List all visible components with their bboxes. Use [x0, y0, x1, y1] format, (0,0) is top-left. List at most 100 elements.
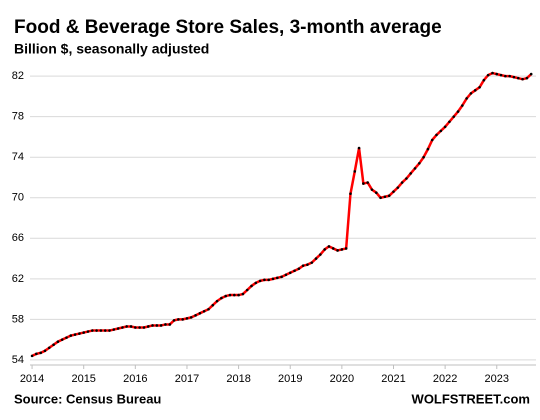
data-point [254, 281, 258, 285]
data-point [78, 332, 81, 335]
data-point [91, 329, 94, 332]
data-point [482, 78, 486, 82]
data-point [116, 327, 120, 330]
data-point [108, 329, 111, 332]
data-point [349, 192, 352, 196]
data-point [353, 170, 357, 173]
source: Source: Census Bureau [14, 391, 161, 406]
data-point [301, 264, 305, 267]
data-line [31, 71, 533, 358]
data-point [478, 85, 481, 89]
data-point [465, 97, 468, 100]
data-point [400, 181, 404, 184]
x-tick-label: 2022 [433, 373, 457, 385]
data-point [267, 278, 270, 282]
data-point [121, 326, 124, 329]
data-point [357, 146, 361, 150]
data-point [473, 89, 477, 92]
data-point [491, 71, 494, 75]
data-point [233, 293, 236, 297]
data-point [198, 312, 202, 315]
y-tick-label: 78 [12, 111, 24, 123]
data-point [146, 325, 150, 328]
data-point [159, 324, 163, 327]
x-tick-label: 2015 [71, 373, 95, 385]
data-point [138, 326, 141, 329]
data-point [56, 340, 60, 343]
data-point [151, 324, 154, 327]
data-point [297, 267, 301, 271]
data-point [280, 275, 283, 279]
data-point [319, 253, 322, 256]
data-point [375, 191, 378, 194]
x-tick-label: 2016 [123, 373, 147, 385]
brand: WOLFSTREET.com [412, 391, 530, 406]
data-point [499, 73, 503, 77]
data-point [258, 279, 262, 283]
data-point [211, 303, 215, 307]
data-point [224, 294, 227, 298]
data-point [194, 314, 197, 317]
data-point [82, 331, 85, 334]
chart-title: Food & Beverage Store Sales, 3-month ave… [14, 17, 442, 38]
y-tick-label: 58 [12, 313, 24, 325]
data-point [443, 125, 447, 129]
data-point [155, 324, 159, 327]
data-point [396, 186, 400, 189]
data-point [413, 167, 417, 170]
data-point [486, 73, 490, 77]
data-point [245, 288, 249, 292]
data-point [392, 190, 395, 193]
data-point [495, 72, 499, 76]
data-point [177, 318, 180, 321]
data-point [426, 147, 430, 151]
data-point [60, 338, 64, 341]
data-point [293, 269, 296, 273]
data-point [418, 162, 421, 165]
data-point [430, 138, 434, 142]
data-point [172, 319, 176, 322]
data-point [310, 261, 314, 264]
data-point [69, 334, 73, 337]
data-point [504, 74, 507, 78]
data-point [237, 293, 240, 297]
data-point [30, 354, 34, 358]
data-point [469, 92, 473, 95]
data-point [452, 115, 456, 118]
data-point [336, 249, 339, 252]
data-point [95, 329, 98, 332]
data-point [512, 75, 516, 79]
data-point [181, 318, 184, 321]
data-point [387, 194, 391, 198]
data-point [379, 196, 382, 200]
y-tick-label: 74 [12, 151, 24, 163]
data-point [99, 329, 103, 332]
data-point [370, 188, 374, 191]
data-point [39, 351, 42, 355]
data-point [220, 296, 223, 300]
y-tick-label: 54 [12, 354, 24, 366]
data-point [456, 110, 460, 113]
data-point [448, 120, 451, 124]
x-tick-label: 2017 [175, 373, 199, 385]
data-point [73, 333, 77, 336]
data-point [134, 326, 137, 329]
data-point [288, 271, 292, 275]
data-point [516, 76, 520, 80]
data-point [125, 325, 129, 328]
data-point [383, 195, 387, 199]
data-point [35, 352, 38, 356]
data-point [340, 248, 344, 251]
x-tick-label: 2018 [226, 373, 250, 385]
y-tick-label: 62 [12, 273, 24, 285]
data-point [52, 343, 55, 347]
data-point [306, 263, 309, 266]
data-point [202, 309, 206, 313]
data-point [228, 293, 232, 297]
x-tick-label: 2020 [330, 373, 354, 385]
data-point [529, 72, 533, 76]
data-point [521, 77, 524, 81]
data-point [276, 276, 279, 280]
data-point [327, 245, 331, 248]
